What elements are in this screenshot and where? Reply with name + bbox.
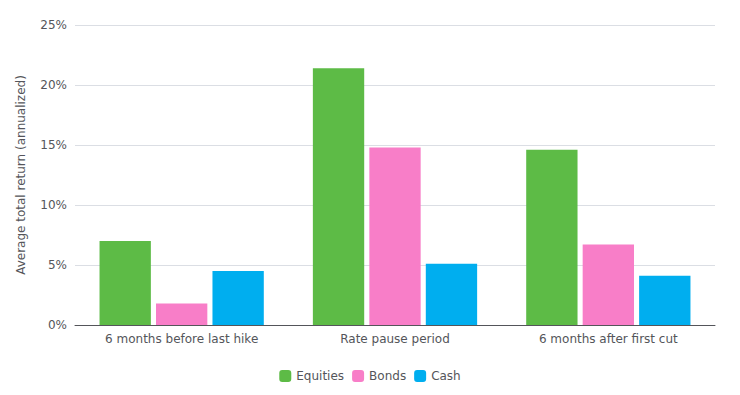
svg-text:6 months after first cut: 6 months after first cut — [539, 332, 678, 346]
svg-text:Bonds: Bonds — [369, 369, 406, 383]
svg-text:20%: 20% — [40, 78, 67, 92]
svg-text:Cash: Cash — [431, 369, 461, 383]
svg-text:15%: 15% — [40, 138, 67, 152]
svg-text:25%: 25% — [40, 18, 67, 32]
svg-text:6 months before last hike: 6 months before last hike — [105, 332, 258, 346]
svg-text:Equities: Equities — [296, 369, 344, 383]
svg-text:10%: 10% — [40, 198, 67, 212]
svg-text:5%: 5% — [48, 258, 67, 272]
svg-text:Rate pause period: Rate pause period — [340, 332, 450, 346]
svg-text:Average total return (annualiz: Average total return (annualized) — [14, 75, 28, 275]
svg-text:0%: 0% — [48, 318, 67, 332]
